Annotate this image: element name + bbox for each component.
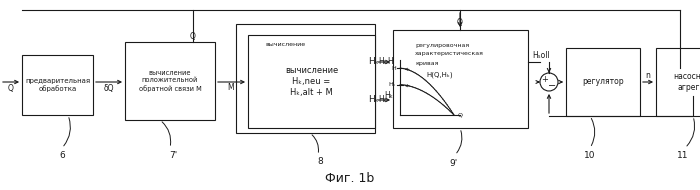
Text: H: H [391, 66, 396, 71]
Text: характеристическая: характеристическая [415, 51, 484, 56]
Text: 10: 10 [584, 150, 596, 159]
Text: 11: 11 [678, 150, 689, 159]
Text: Hₖ: Hₖ [379, 96, 388, 105]
Text: регулятор: регулятор [582, 78, 624, 86]
Bar [22, 55, 93, 115]
Text: n: n [645, 71, 650, 81]
Text: регулировочная: регулировочная [415, 43, 469, 48]
Text: вычисление
положительной
обратной связи М: вычисление положительной обратной связи … [139, 70, 202, 92]
Bar [656, 48, 700, 116]
Text: M: M [228, 83, 234, 93]
Text: Q: Q [8, 85, 14, 93]
Text: Hₖ: Hₖ [368, 96, 379, 105]
Text: кривая: кривая [415, 60, 438, 66]
Text: Q: Q [190, 32, 196, 40]
Text: насосный
агрегат: насосный агрегат [673, 72, 700, 92]
Bar [393, 30, 528, 128]
Text: Hₖ: Hₖ [379, 58, 388, 66]
Text: 6: 6 [59, 150, 65, 159]
Text: 8: 8 [317, 158, 323, 166]
Text: Q: Q [457, 17, 463, 26]
Bar [566, 48, 640, 116]
Text: Hₛoll: Hₛoll [532, 51, 550, 59]
Text: вычисление: вычисление [265, 41, 305, 47]
Text: H(Q,Hₖ): H(Q,Hₖ) [427, 72, 454, 78]
Text: Hₖ: Hₖ [389, 82, 396, 87]
Text: Hₖ: Hₖ [368, 58, 379, 66]
Text: 9': 9' [449, 158, 457, 168]
Text: Фиг. 1b: Фиг. 1b [326, 172, 374, 184]
Text: Q: Q [458, 112, 463, 117]
Text: δQ: δQ [104, 83, 114, 93]
Bar [248, 35, 375, 128]
Text: вычисление
Hₖ,neu =
Hₖ,alt + M: вычисление Hₖ,neu = Hₖ,alt + M [285, 66, 338, 97]
Text: +: + [542, 74, 548, 83]
Text: −: − [548, 81, 556, 91]
Bar [236, 24, 375, 133]
Text: H: H [387, 58, 393, 66]
Text: Hₖ: Hₖ [384, 90, 393, 100]
Text: 7': 7' [169, 150, 177, 159]
Text: предварительная
обработка: предварительная обработка [25, 78, 90, 92]
Bar [125, 42, 215, 120]
